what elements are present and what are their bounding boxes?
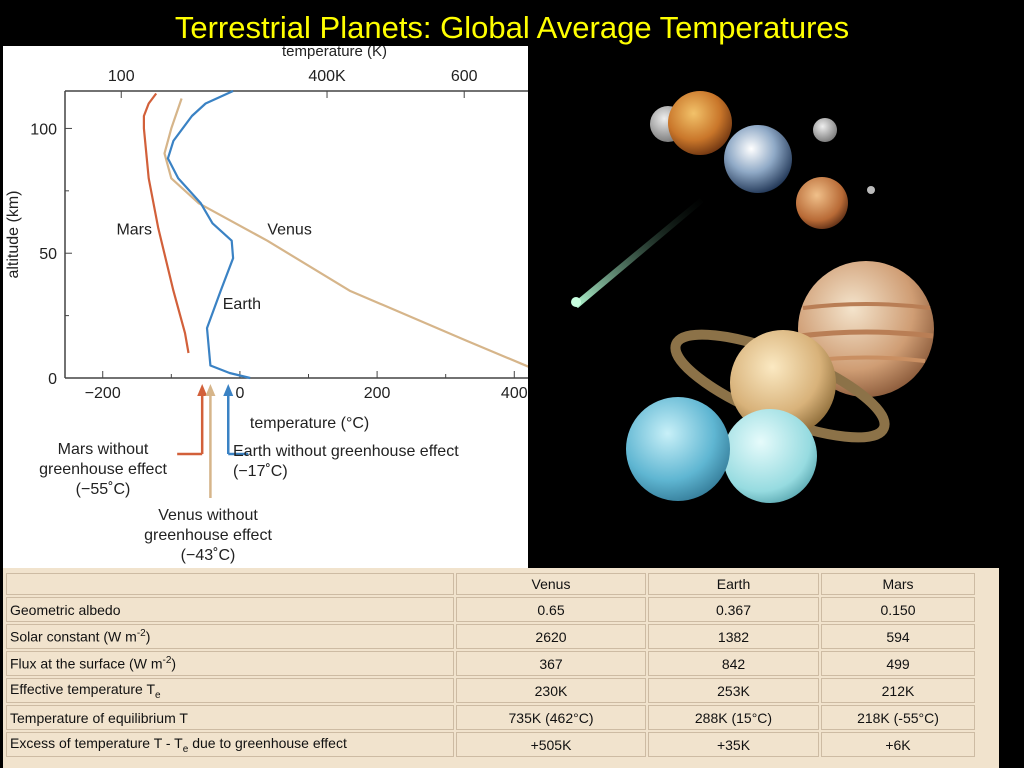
solar-system-illustration <box>571 91 934 503</box>
table-cell: 594 <box>821 624 975 649</box>
table-row: Effective temperature Te 230K 253K 212K <box>6 678 975 703</box>
table-cell: +6K <box>821 732 975 757</box>
table-row: Flux at the surface (W m-2) 367 842 499 <box>6 651 975 676</box>
earth-icon <box>724 125 792 193</box>
y-tick-label: 50 <box>39 246 57 263</box>
table-cell: 0.150 <box>821 597 975 622</box>
table-cell: 0.65 <box>456 597 646 622</box>
row-label: Temperature of equilibrium T <box>6 705 454 730</box>
planet-comparison-table: Venus Earth Mars Geometric albedo 0.65 0… <box>3 568 999 768</box>
table-cell: 735K (462°C) <box>456 705 646 730</box>
row-label-sup: -2 <box>162 655 172 667</box>
series-line-earth <box>166 89 251 380</box>
table-cell: 842 <box>648 651 819 676</box>
table-cell: +505K <box>456 732 646 757</box>
y-tick-label: 0 <box>48 371 57 388</box>
table-header-cell: Mars <box>821 573 975 595</box>
row-label-sub: e <box>155 689 161 701</box>
neptune-icon <box>626 397 730 501</box>
row-label: Flux at the surface (W m-2) <box>6 651 454 676</box>
row-label-text: Excess of temperature T - T <box>10 734 183 751</box>
table-row: Excess of temperature T - Te due to gree… <box>6 732 975 757</box>
x2-tick-label: 100 <box>108 68 135 85</box>
table-row: Solar constant (W m-2) 2620 1382 594 <box>6 624 975 649</box>
table-cell: 367 <box>456 651 646 676</box>
series-label-earth: Earth <box>223 296 261 313</box>
table-cell: 212K <box>821 678 975 703</box>
saturn-icon <box>730 330 836 436</box>
marker-label-earth: Earth without greenhouse effect <box>233 443 459 460</box>
marker-label-venus: Venus without <box>158 507 258 524</box>
x-tick-label: 400 <box>501 385 528 402</box>
table-cell: 288K (15°C) <box>648 705 819 730</box>
comet-head-icon <box>571 297 581 307</box>
table-cell: 499 <box>821 651 975 676</box>
temperature-profile-chart: −2000200400100400K600800050100temperatur… <box>3 46 528 568</box>
table-header-cell: Venus <box>456 573 646 595</box>
table-cell: 2620 <box>456 624 646 649</box>
row-label: Excess of temperature T - Te due to gree… <box>6 732 454 757</box>
asteroid-icon <box>867 186 875 194</box>
table-header-cell <box>6 573 454 595</box>
table-row: Geometric albedo 0.65 0.367 0.150 <box>6 597 975 622</box>
table-cell: 230K <box>456 678 646 703</box>
table-cell: 0.367 <box>648 597 819 622</box>
slide-title: Terrestrial Planets: Global Average Temp… <box>174 10 850 45</box>
series-line-venus <box>163 98 528 368</box>
table-cell: 218K (-55°C) <box>821 705 975 730</box>
row-label-text: ) <box>145 628 151 645</box>
table-cell: 1382 <box>648 624 819 649</box>
row-label: Solar constant (W m-2) <box>6 624 454 649</box>
row-label-text: Effective temperature T <box>10 680 155 697</box>
row-label-text: due to greenhouse effect <box>188 734 347 751</box>
row-label-text: Flux at the surface (W m <box>10 655 163 672</box>
comet-icon <box>572 198 704 308</box>
uranus-icon <box>723 409 817 503</box>
venus-icon <box>668 91 732 155</box>
y-axis-title: altitude (km) <box>5 190 22 278</box>
row-label-sup: -2 <box>136 628 146 640</box>
x-tick-label: −200 <box>85 385 121 402</box>
series-line-mars <box>142 92 190 354</box>
marker-label-mars: Mars without <box>58 441 149 458</box>
marker-label-mars: (−55˚C) <box>76 481 131 498</box>
x2-tick-label: 400K <box>308 68 346 85</box>
x2-axis-title: temperature (K) <box>282 46 387 60</box>
x-tick-label: 0 <box>235 385 244 402</box>
arrow-mars-icon <box>197 384 208 396</box>
marker-label-earth: (−17˚C) <box>233 463 288 480</box>
chart-svg: −2000200400100400K600800050100temperatur… <box>5 46 528 564</box>
row-label-text: Geometric albedo <box>10 601 121 618</box>
x2-tick-label: 600 <box>451 68 478 85</box>
series-label-venus: Venus <box>267 221 311 238</box>
row-label-text: Solar constant (W m <box>10 628 137 645</box>
table-header-cell: Earth <box>648 573 819 595</box>
mercury-icon <box>813 118 837 142</box>
table-cell: 253K <box>648 678 819 703</box>
planets-image <box>528 46 1024 568</box>
x-axis-title: temperature (°C) <box>250 415 369 432</box>
mars-icon <box>796 177 848 229</box>
row-label-sub: e <box>182 743 189 755</box>
table-header-row: Venus Earth Mars <box>6 573 975 595</box>
row-label: Geometric albedo <box>6 597 454 622</box>
row-label-text: ) <box>171 655 177 672</box>
series-label-mars: Mars <box>116 221 152 238</box>
marker-label-venus: greenhouse effect <box>144 527 272 544</box>
y-tick-label: 100 <box>30 121 57 138</box>
arrow-venus-icon <box>205 384 216 396</box>
data-table: Venus Earth Mars Geometric albedo 0.65 0… <box>4 571 977 759</box>
marker-label-mars: greenhouse effect <box>39 461 167 478</box>
row-label-text: Temperature of equilibrium T <box>10 709 188 726</box>
marker-label-venus: (−43˚C) <box>181 547 236 564</box>
arrow-earth-icon <box>223 384 234 396</box>
table-row: Temperature of equilibrium T 735K (462°C… <box>6 705 975 730</box>
row-label: Effective temperature Te <box>6 678 454 703</box>
x-tick-label: 200 <box>364 385 391 402</box>
table-cell: +35K <box>648 732 819 757</box>
